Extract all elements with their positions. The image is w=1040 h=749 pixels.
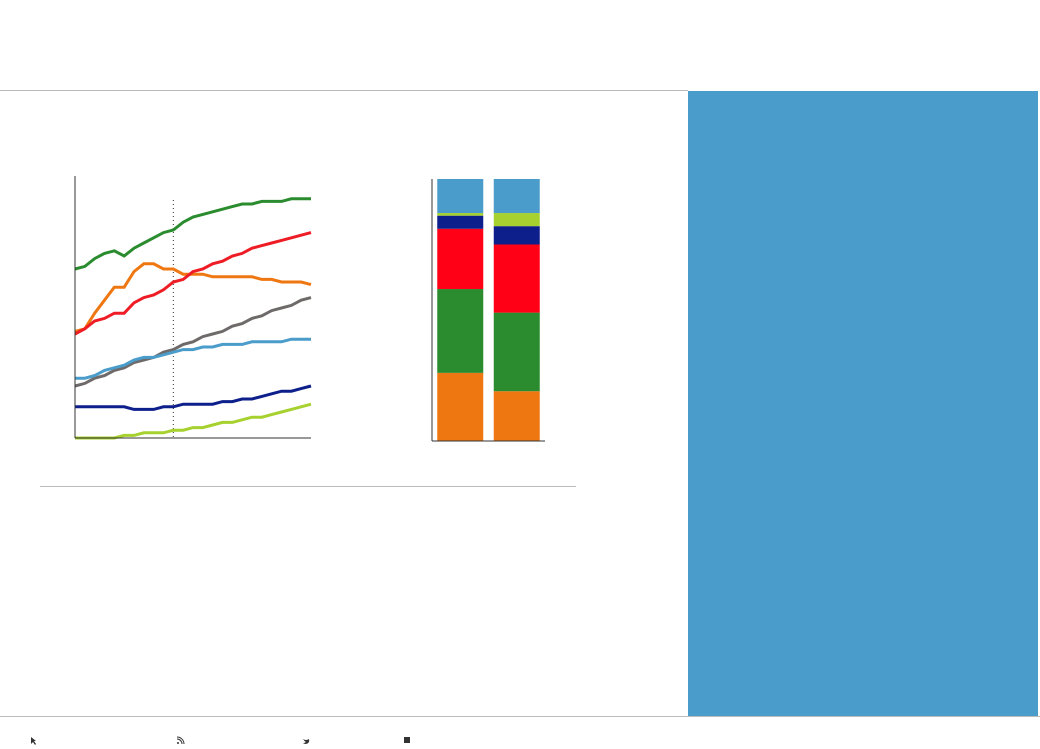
cursor-icon[interactable]	[31, 737, 36, 745]
rss-icon[interactable]	[176, 736, 185, 745]
twitter-icon[interactable]	[303, 739, 310, 744]
bar-segment	[437, 372, 484, 441]
bar-segment	[437, 289, 484, 373]
bar-segment	[437, 179, 484, 214]
line-series	[75, 384, 312, 411]
bar-segment	[493, 391, 540, 441]
bar-segment	[493, 213, 540, 227]
side-panel	[688, 91, 1038, 716]
line-series	[75, 402, 312, 440]
bar-segment	[493, 179, 540, 214]
facebook-icon[interactable]	[404, 737, 410, 743]
line-series	[75, 337, 311, 380]
line-series	[74, 231, 312, 336]
bar-segment	[493, 226, 540, 245]
line-series	[74, 197, 311, 271]
line-series	[74, 262, 312, 333]
bar-segment	[437, 215, 484, 229]
bar-segment	[437, 228, 484, 290]
bar-segment	[493, 312, 540, 392]
line-series	[74, 296, 312, 388]
bar-segment	[437, 213, 484, 216]
bar-segment	[493, 244, 540, 313]
